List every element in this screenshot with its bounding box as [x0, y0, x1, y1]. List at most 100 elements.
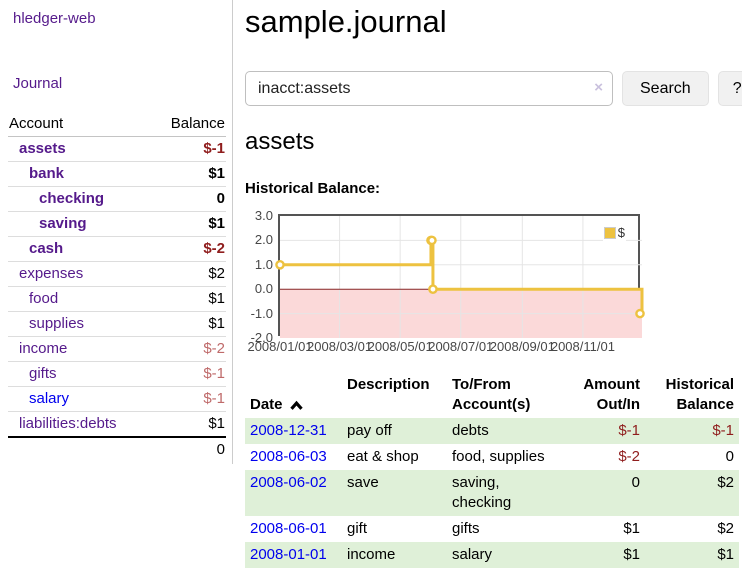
account-link[interactable]: liabilities:debts	[19, 415, 117, 432]
transaction-balance: 0	[725, 448, 734, 465]
accounts-total-value: 0	[152, 436, 226, 462]
transaction-amount: $1	[623, 520, 640, 537]
main-content: sample.journal × Search ? assets Histori…	[233, 0, 742, 578]
transaction-description: eat & shop	[347, 448, 419, 465]
account-row: salary $-1	[8, 386, 226, 412]
account-balance: $1	[152, 311, 226, 337]
account-link[interactable]: cash	[29, 240, 64, 257]
transaction-date-link[interactable]: 2008-06-02	[250, 474, 327, 491]
account-balance: $1	[152, 286, 226, 312]
accounts-header-balance: Balance	[152, 113, 226, 137]
account-balance: $1	[152, 211, 226, 237]
y-axis-tick-label: -1.0	[250, 305, 273, 321]
account-link[interactable]: saving	[39, 215, 87, 232]
register-header-balance: Historical Balance	[665, 376, 734, 413]
transaction-amount: $1	[623, 546, 640, 563]
account-balance: $-1	[152, 386, 226, 412]
search-button[interactable]: Search	[622, 71, 709, 106]
register-header-accounts: To/From Account(s)	[452, 376, 531, 413]
account-row: checking 0	[8, 186, 226, 212]
y-axis-tick-label: 3.0	[254, 208, 273, 223]
accounts-header-account: Account	[8, 113, 153, 137]
transaction-accounts: saving, checking	[452, 474, 512, 511]
account-link[interactable]: bank	[29, 165, 65, 182]
x-axis-tick-label: 2008/05/01	[367, 339, 433, 354]
page-title: sample.journal	[245, 4, 447, 39]
transaction-description: save	[347, 474, 379, 491]
account-balance: $2	[152, 261, 226, 287]
chart-x-axis-labels: 2008/01/01 2008/03/01 2008/05/01 2008/07/01…	[247, 339, 644, 357]
transaction-accounts: food, supplies	[452, 448, 545, 465]
app-title-link[interactable]: hledger-web	[13, 10, 96, 27]
clear-search-icon[interactable]: ×	[594, 79, 603, 96]
chart-plot-area[interactable]: $	[275, 214, 645, 338]
transaction-amount: $-1	[618, 422, 640, 439]
account-row: food $1	[8, 286, 226, 312]
account-link[interactable]: checking	[39, 190, 105, 207]
register-row: 2008-06-02 save saving, checking 0 $2	[245, 470, 739, 516]
historical-balance-chart: 3.0 2.0 1.0 0.0 -1.0 -2.0 $ 2008/01/01 2008/03…	[247, 208, 645, 357]
x-axis-tick-label: 2008/03/01	[307, 339, 373, 354]
transaction-date-link[interactable]: 2008-12-31	[250, 422, 327, 439]
register-header-row: Date Description To/From Account(s) Amou…	[245, 372, 739, 418]
chart-label: Historical Balance:	[245, 180, 381, 197]
y-axis-tick-label: -2.0	[250, 330, 273, 345]
register-row: 2008-06-03 eat & shop food, supplies $-2 0	[245, 444, 739, 470]
account-heading: assets	[245, 128, 315, 155]
account-link[interactable]: expenses	[19, 265, 84, 282]
account-link[interactable]: gifts	[29, 365, 57, 382]
transaction-date-link[interactable]: 2008-06-01	[250, 520, 327, 537]
account-row: gifts $-1	[8, 361, 226, 387]
account-balance: 0	[152, 186, 226, 212]
accounts-table: Account Balance assets $-1 bank $1 checking 0…	[8, 113, 226, 462]
legend-label: $	[617, 225, 625, 240]
transaction-balance: $2	[717, 520, 734, 537]
transaction-description: gift	[347, 520, 368, 537]
account-balance: $-1	[152, 361, 226, 387]
account-row: saving $1	[8, 211, 226, 237]
nav-journal-link[interactable]: Journal	[13, 75, 63, 92]
x-axis-tick-label: 2008/11/01	[550, 339, 615, 354]
search-input[interactable]	[245, 71, 613, 106]
chart-canvas	[275, 216, 645, 338]
register-row: 2008-01-01 income salary $1 $1	[245, 542, 739, 568]
transaction-date-link[interactable]: 2008-01-01	[250, 546, 327, 563]
sort-ascending-icon	[289, 400, 303, 410]
y-axis-tick-label: 0.0	[254, 281, 273, 297]
sort-by-date-link[interactable]: Date	[250, 395, 304, 415]
transaction-balance: $-1	[712, 422, 734, 439]
register-row: 2008-06-01 gift gifts $1 $2	[245, 516, 739, 542]
account-balance: $1	[152, 161, 226, 187]
transaction-balance: $2	[717, 474, 734, 491]
transaction-accounts: salary	[452, 546, 493, 563]
transaction-accounts: debts	[452, 422, 489, 439]
transaction-amount: 0	[631, 474, 640, 491]
register-header-description: Description	[347, 376, 430, 393]
register-header-amount: Amount Out/In	[583, 376, 640, 413]
account-row: supplies $1	[8, 311, 226, 337]
account-link[interactable]: salary	[29, 390, 70, 407]
accounts-header-row: Account Balance	[8, 113, 226, 137]
transaction-balance: $1	[717, 546, 734, 563]
account-row: bank $1	[8, 161, 226, 187]
account-link[interactable]: assets	[19, 140, 66, 157]
transaction-description: pay off	[347, 422, 392, 439]
account-link[interactable]: supplies	[29, 315, 85, 332]
register-header-date: Date	[245, 372, 342, 418]
x-axis-tick-label: 2008/07/01	[428, 339, 494, 354]
transaction-amount: $-2	[618, 448, 640, 465]
account-balance: $-2	[152, 336, 226, 362]
y-axis-tick-label: 2.0	[254, 232, 273, 248]
register-row: 2008-12-31 pay off debts $-1 $-1	[245, 418, 739, 444]
transaction-date-link[interactable]: 2008-06-03	[250, 448, 327, 465]
account-link[interactable]: income	[19, 340, 68, 357]
account-link[interactable]: food	[29, 290, 59, 307]
account-balance: $-2	[152, 236, 226, 262]
x-axis-tick-label: 2008/01/01	[247, 339, 313, 354]
accounts-total-row: 0	[8, 436, 226, 462]
account-row: liabilities:debts $1	[8, 411, 226, 438]
help-button[interactable]: ?	[717, 71, 742, 106]
account-row: cash $-2	[8, 236, 226, 262]
account-row: expenses $2	[8, 261, 226, 287]
